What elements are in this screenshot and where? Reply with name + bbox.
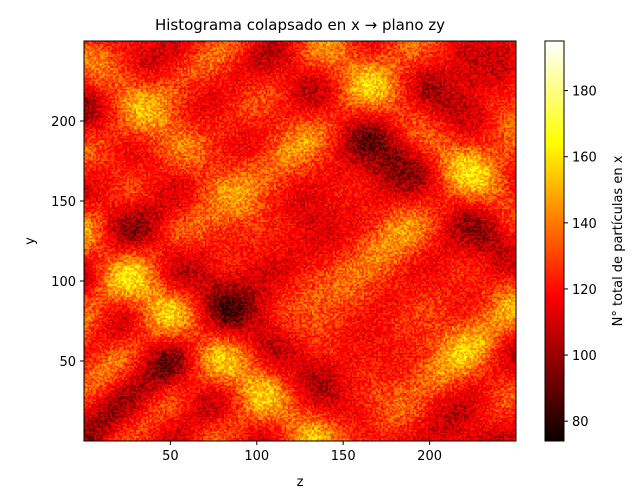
colorbar-tick-label: 140 — [572, 217, 597, 232]
plot-frame — [83, 40, 517, 442]
x-axis-label: z — [297, 475, 304, 490]
y-tick-label: 200 — [51, 115, 76, 130]
colorbar-label: N° total de partículas en x — [611, 155, 626, 326]
x-tick-label: 100 — [244, 449, 269, 464]
colorbar-tick-label: 80 — [572, 415, 589, 430]
y-tick-label: 100 — [51, 275, 76, 290]
x-axis: 50 100 150 200 — [162, 441, 442, 464]
y-tick-label: 150 — [51, 195, 76, 210]
colorbar-tick-label: 100 — [572, 349, 597, 364]
colorbar-ticks: 80 100 120 140 160 180 — [564, 85, 597, 430]
plot-area: 50 100 150 200 50 100 150 200 — [51, 40, 517, 464]
colorbar-tick-label: 120 — [572, 283, 597, 298]
y-axis: 50 100 150 200 — [51, 115, 84, 370]
y-tick-label: 50 — [59, 355, 76, 370]
colorbar-gradient — [544, 40, 565, 442]
colorbar: 80 100 120 140 160 180 N° total de partículas… — [544, 40, 626, 442]
y-axis-label: y — [23, 237, 38, 245]
x-tick-label: 150 — [331, 449, 356, 464]
heatmap-image — [84, 41, 516, 441]
colorbar-tick-label: 160 — [572, 151, 597, 166]
x-tick-label: 200 — [417, 449, 442, 464]
chart-title: Histograma colapsado en x → plano zy — [155, 16, 445, 34]
colorbar-tick-label: 180 — [572, 85, 597, 100]
x-tick-label: 50 — [162, 449, 179, 464]
